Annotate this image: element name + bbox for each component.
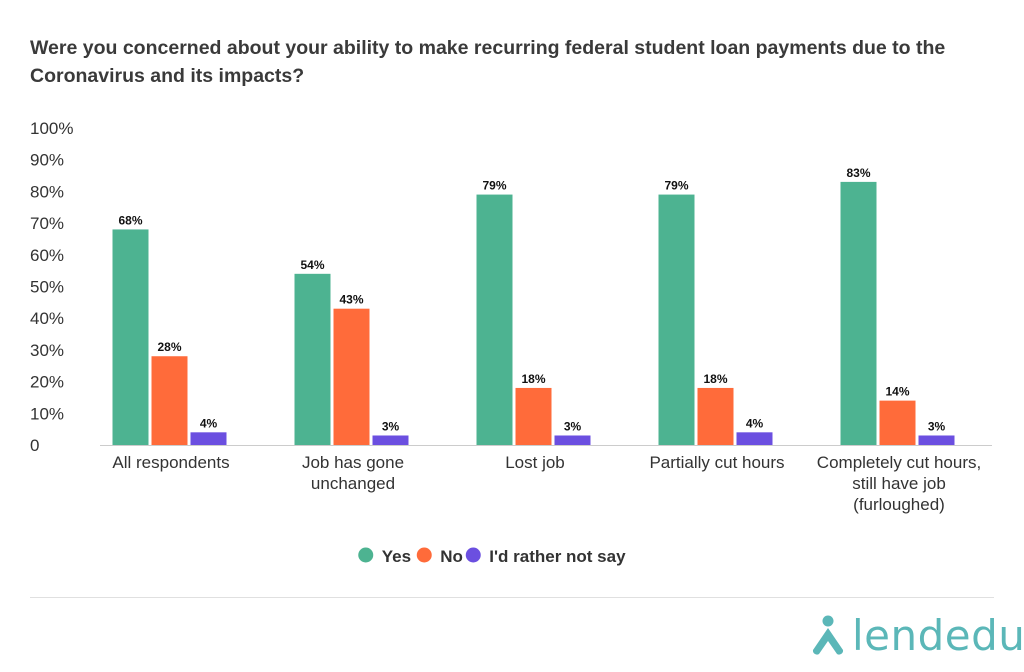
y-tick-label: 60% xyxy=(30,246,64,265)
bar xyxy=(515,387,552,445)
y-tick-label: 10% xyxy=(30,404,64,423)
bar xyxy=(554,435,591,445)
footer-divider xyxy=(30,597,994,598)
y-tick-label: 100% xyxy=(30,119,73,138)
bar xyxy=(333,308,370,445)
lendedu-logo-icon xyxy=(812,615,844,655)
data-label: 4% xyxy=(200,416,218,430)
bar xyxy=(879,400,916,445)
bar xyxy=(294,273,331,445)
bar xyxy=(476,194,513,445)
data-label: 18% xyxy=(521,372,545,386)
x-tick-label: still have job xyxy=(852,474,946,493)
legend-label: No xyxy=(440,547,463,566)
legend-label: I'd rather not say xyxy=(489,547,626,566)
y-tick-label: 90% xyxy=(30,151,64,170)
data-label: 3% xyxy=(564,419,582,433)
legend-marker xyxy=(465,547,481,563)
data-label: 54% xyxy=(300,258,324,272)
bar xyxy=(697,387,734,445)
x-tick-label: Lost job xyxy=(505,453,565,472)
x-tick-label: Job has gone xyxy=(302,453,404,472)
bar xyxy=(736,432,773,445)
y-tick-label: 70% xyxy=(30,214,64,233)
x-tick-label: All respondents xyxy=(112,453,229,472)
data-label: 18% xyxy=(703,372,727,386)
y-tick-label: 80% xyxy=(30,182,64,201)
x-tick-label: unchanged xyxy=(311,474,395,493)
data-label: 83% xyxy=(846,166,870,180)
y-tick-label: 40% xyxy=(30,309,64,328)
legend-marker xyxy=(358,547,374,563)
data-label: 68% xyxy=(118,213,142,227)
data-label: 79% xyxy=(482,179,506,193)
lendedu-logo: lendedu xyxy=(808,612,1024,662)
bar xyxy=(151,356,188,445)
y-tick-label: 0 xyxy=(30,436,39,455)
x-tick-label: Completely cut hours, xyxy=(817,453,981,472)
data-label: 14% xyxy=(885,385,909,399)
chart-title: Were you concerned about your ability to… xyxy=(30,37,946,87)
bar xyxy=(658,194,695,445)
data-label: 3% xyxy=(928,419,946,433)
bar xyxy=(918,435,955,445)
bar xyxy=(112,229,149,445)
data-label: 79% xyxy=(664,179,688,193)
legend-marker xyxy=(416,547,432,563)
y-tick-label: 30% xyxy=(30,341,64,360)
bar xyxy=(372,435,409,445)
data-label: 4% xyxy=(746,416,764,430)
y-tick-label: 20% xyxy=(30,373,64,392)
data-label: 3% xyxy=(382,419,400,433)
data-label: 43% xyxy=(339,293,363,307)
brand-name: lendedu xyxy=(852,611,1024,660)
bar xyxy=(190,432,227,445)
y-tick-label: 50% xyxy=(30,278,64,297)
x-tick-label: (furloughed) xyxy=(853,495,945,514)
legend-label: Yes xyxy=(382,547,411,566)
data-label: 28% xyxy=(157,340,181,354)
bar-chart: 0 10% 20% 30% 40% 50% 60% 70% 80% 90% 100% 68% 28% 4%… xyxy=(30,119,992,566)
x-tick-label: Partially cut hours xyxy=(649,453,784,472)
bar xyxy=(840,181,877,445)
